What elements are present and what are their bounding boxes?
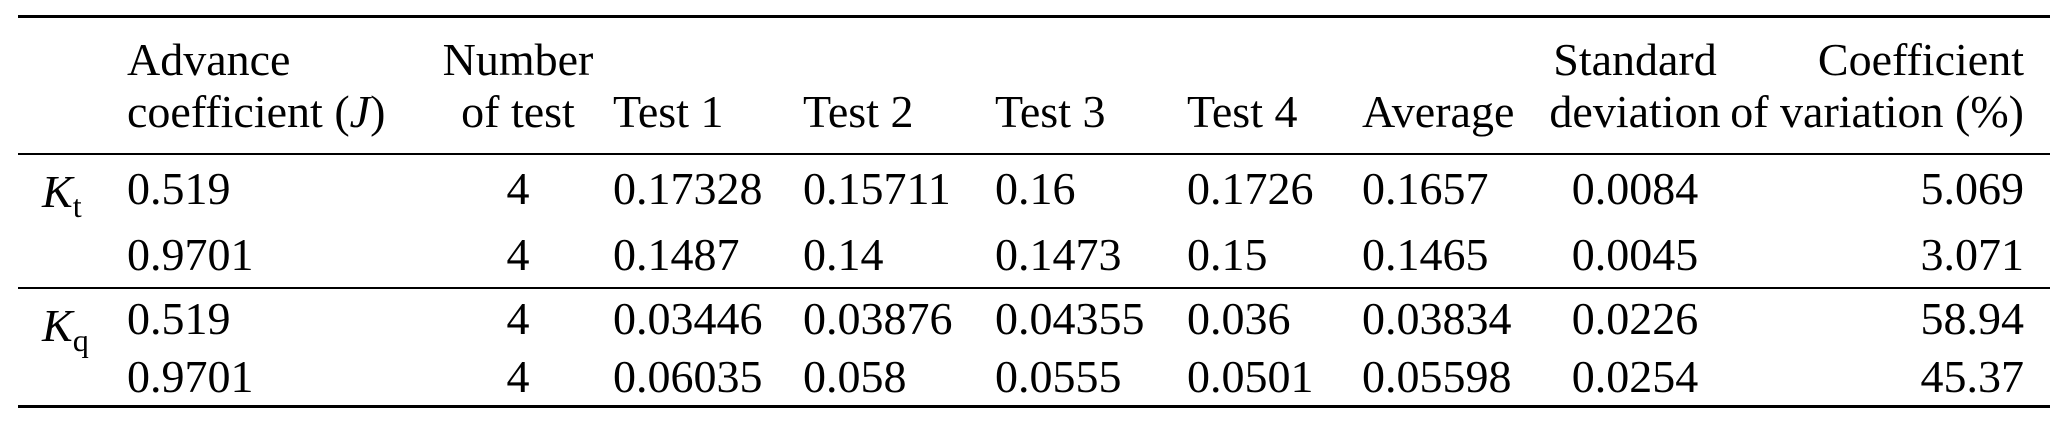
cell-number-of-test: 4 <box>506 228 530 280</box>
cell-number-of-test: 4 <box>506 292 530 344</box>
cell-average: 0.03834 <box>1362 292 1512 344</box>
cell-stddev: 0.0254 <box>1571 350 1699 402</box>
header-test3: Test 3 <box>995 85 1106 137</box>
table-row: 0.9701 4 0.1487 0.14 0.1473 0.15 0.1465 … <box>18 221 2050 288</box>
cell-test2: 0.14 <box>803 228 884 280</box>
group-kt: Kt 0.519 4 0.17328 0.15711 0.16 0.1726 0… <box>18 154 2050 289</box>
cell-test1: 0.03446 <box>613 292 763 344</box>
cell-average: 0.05598 <box>1362 350 1512 402</box>
cell-average: 0.1465 <box>1362 228 1489 280</box>
cell-test1: 0.06035 <box>613 350 763 402</box>
advance-symbol-J: J <box>349 85 371 137</box>
header-advance-suffix: ) <box>370 85 386 137</box>
kt-subscript: t <box>72 188 82 225</box>
header-stddev-line2: deviation <box>1549 85 1721 137</box>
cell-stddev: 0.0226 <box>1571 292 1699 344</box>
cell-number-of-test: 4 <box>506 350 530 402</box>
cell-test1: 0.17328 <box>613 162 763 214</box>
header-row: Advance coefficient (J) Number of test T… <box>18 16 2050 155</box>
cell-advance: 0.9701 <box>127 350 254 402</box>
cell-advance: 0.519 <box>127 162 231 214</box>
header-advance-prefix: coefficient ( <box>127 85 350 137</box>
cell-stddev: 0.0084 <box>1571 162 1699 214</box>
kt-symbol: K <box>42 166 73 218</box>
cell-test2: 0.03876 <box>803 292 953 344</box>
header-test1: Test 1 <box>613 85 724 137</box>
header-advance-coefficient: Advance coefficient (J) <box>113 17 433 155</box>
header-test2: Test 2 <box>803 85 914 137</box>
cell-test1: 0.1487 <box>613 228 740 280</box>
cell-coeff-variation: 58.94 <box>1920 292 2025 344</box>
kq-symbol: K <box>42 300 73 352</box>
header-coefficient-of-variation: Coefficient of variation (%) <box>1730 17 2050 155</box>
cell-coeff-variation: 3.071 <box>1920 228 2025 280</box>
cell-test2: 0.15711 <box>803 162 951 214</box>
cell-test3: 0.0555 <box>995 350 1122 402</box>
cell-advance: 0.519 <box>127 292 231 344</box>
header-test4: Test 4 <box>1187 85 1298 137</box>
cell-coeff-variation: 5.069 <box>1920 162 2025 214</box>
cell-test4: 0.0501 <box>1187 350 1314 402</box>
header-coeffvar-line1: Coefficient <box>1817 34 2024 85</box>
kq-subscript: q <box>72 322 89 359</box>
cell-stddev: 0.0045 <box>1571 228 1699 280</box>
cell-test4: 0.036 <box>1187 292 1291 344</box>
header-coeffvar-line2: of variation (%) <box>1730 85 2024 137</box>
cell-test2: 0.058 <box>803 350 907 402</box>
table-header: Advance coefficient (J) Number of test T… <box>18 16 2050 155</box>
cell-test4: 0.15 <box>1187 228 1268 280</box>
table-row: Kt 0.519 4 0.17328 0.15711 0.16 0.1726 0… <box>18 154 2050 223</box>
cell-average: 0.1657 <box>1362 162 1489 214</box>
table-row: Kq 0.519 4 0.03446 0.03876 0.04355 0.036… <box>18 288 2050 357</box>
header-stddev-line1: Standard <box>1553 34 1717 85</box>
group-kq: Kq 0.519 4 0.03446 0.03876 0.04355 0.036… <box>18 288 2050 407</box>
header-standard-deviation: Standard deviation <box>1540 17 1730 155</box>
cell-test4: 0.1726 <box>1187 162 1314 214</box>
results-table: Advance coefficient (J) Number of test T… <box>18 15 2050 408</box>
header-number-line1: Number <box>442 34 594 85</box>
cell-test3: 0.04355 <box>995 292 1145 344</box>
cell-test3: 0.1473 <box>995 228 1122 280</box>
header-advance-line1: Advance <box>127 34 291 85</box>
cell-test3: 0.16 <box>995 162 1076 214</box>
cell-coeff-variation: 45.37 <box>1920 350 2025 402</box>
header-number-line2: of test <box>461 85 575 137</box>
header-number-of-test: Number of test <box>433 17 603 155</box>
row-group-label-kq: Kq <box>18 288 113 407</box>
cell-number-of-test: 4 <box>506 162 530 214</box>
table-row: 0.9701 4 0.06035 0.058 0.0555 0.0501 0.0… <box>18 347 2050 407</box>
header-empty-cell <box>18 17 113 155</box>
header-advance-line2: coefficient (J) <box>127 86 433 138</box>
row-group-label-kt: Kt <box>18 154 113 288</box>
cell-advance: 0.9701 <box>127 228 254 280</box>
header-average: Average <box>1362 85 1515 137</box>
